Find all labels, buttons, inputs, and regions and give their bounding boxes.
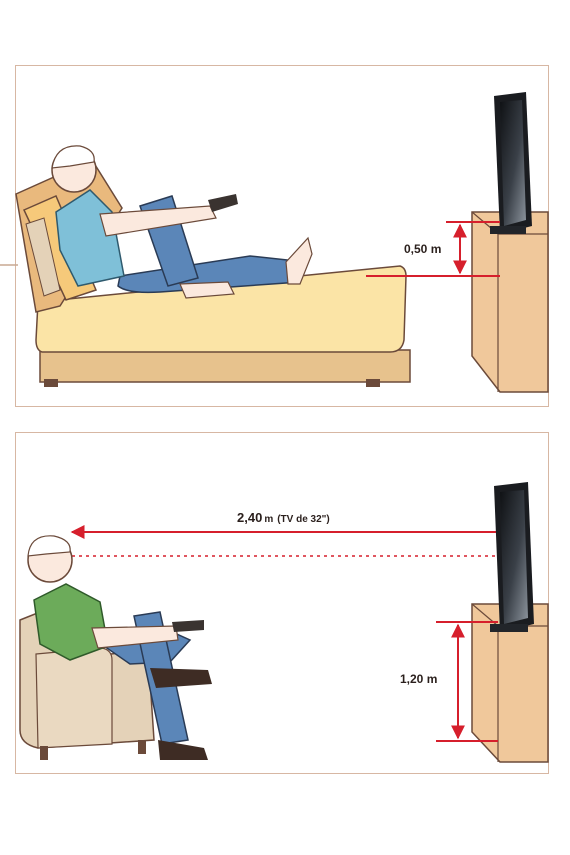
armchair xyxy=(19,611,155,760)
arm xyxy=(99,205,217,237)
shoe-1 xyxy=(150,668,212,688)
cabinet-body-bottom xyxy=(471,603,549,763)
armchair-arm xyxy=(35,647,113,749)
tv-top xyxy=(490,92,532,234)
bed-base xyxy=(39,349,411,383)
tv-cabinet-top xyxy=(471,211,549,393)
cabinet-body xyxy=(471,211,549,393)
height-label-sitting: 1,20 m xyxy=(400,672,437,686)
mattress xyxy=(35,265,407,353)
remote-lying xyxy=(208,194,238,212)
dimension-lying: 0,50 m xyxy=(366,221,500,277)
bed xyxy=(15,159,411,387)
tv-cabinet-bottom xyxy=(471,603,549,763)
foot-2 xyxy=(179,281,235,299)
distance-label: 2,40 m (TV de 32") xyxy=(237,510,330,525)
tv-screen-bottom xyxy=(500,490,528,624)
tv-bottom xyxy=(490,482,534,632)
hair xyxy=(51,145,95,169)
arm-sitting xyxy=(91,625,179,649)
shoe-2 xyxy=(158,740,208,760)
sitting-person xyxy=(27,535,212,760)
foot-1 xyxy=(285,236,313,285)
distance-dimension: 2,40 m (TV de 32") xyxy=(70,510,512,557)
tv-screen xyxy=(500,100,526,226)
hair-sitting xyxy=(27,535,71,557)
lying-person xyxy=(51,145,313,299)
height-label-lying: 0,50 m xyxy=(404,242,441,256)
remote-sitting xyxy=(172,620,204,632)
pillow-back xyxy=(25,217,61,297)
dimension-sitting: 1,20 m xyxy=(400,621,498,742)
